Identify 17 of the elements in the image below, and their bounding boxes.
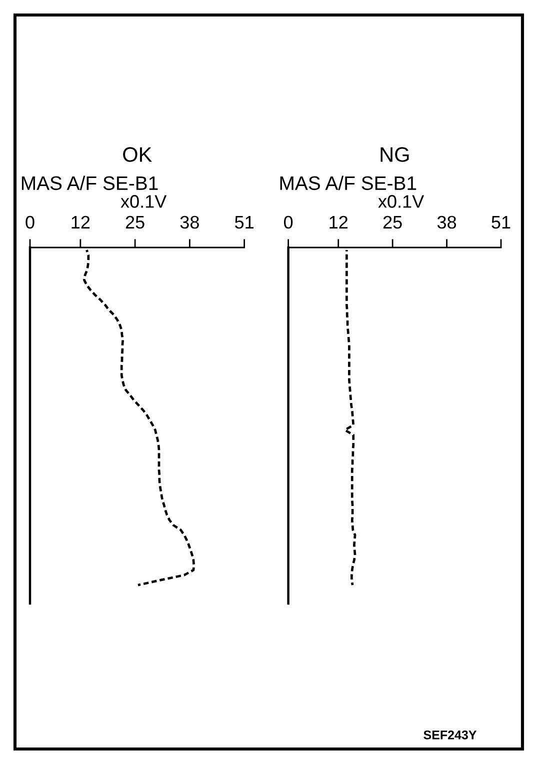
x-tick-label: 12 (72, 216, 90, 228)
x-tick-label: 0 (26, 216, 34, 229)
chart-title: NG (380, 147, 409, 162)
x-axis-title: MAS A/F SE-B1 (22, 176, 158, 190)
x-tick-label: 38 (437, 216, 456, 229)
text: x0.1V (378, 195, 424, 208)
x-axis-title: MAS A/F SE-B1 (280, 176, 416, 190)
x-tick-label: 38 (180, 216, 199, 229)
x-tick-label: 51 (492, 216, 510, 229)
x-tick-label: 12 (330, 216, 348, 228)
x-tick-label: 25 (383, 216, 402, 229)
x-tick-label: 25 (126, 216, 144, 229)
chart-title: OK (123, 147, 152, 162)
text: SEF243Y (424, 730, 477, 740)
x-tick-label: 51 (234, 216, 254, 229)
text: x0.1V (120, 195, 167, 208)
x-tick-label: 0 (284, 216, 293, 229)
